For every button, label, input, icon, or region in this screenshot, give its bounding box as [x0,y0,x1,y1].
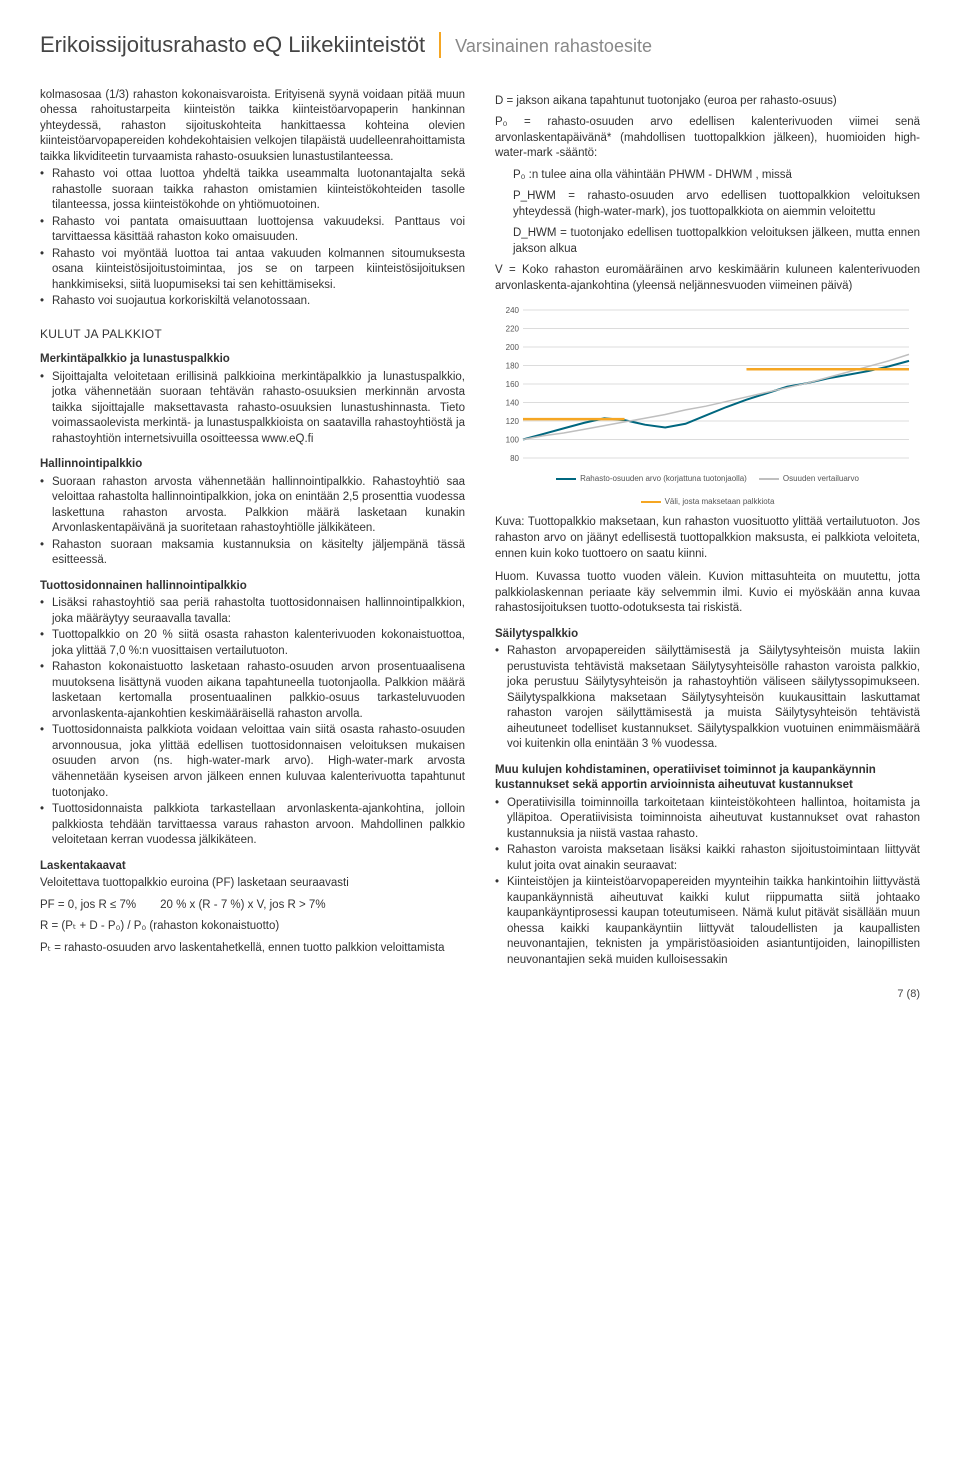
chart-caption: Kuva: Tuottopalkkio maksetaan, kun rahas… [495,515,920,562]
p0-rule: P₀ :n tulee aina olla vähintään PHWM - D… [495,168,920,184]
legend-item: Väli, josta maksetaan palkkiota [641,497,775,508]
formula-block: PF = 0, jos R ≤ 7% 20 % x (R - 7 %) x V,… [40,898,465,957]
svg-text:200: 200 [506,343,520,352]
sub-laskenta: Laskentakaavat [40,859,465,875]
legend-item: Osuuden vertailuarvo [759,474,859,485]
svg-text:180: 180 [506,362,520,371]
hallinnointi-bullets: Suoraan rahaston arvosta vähennetään hal… [40,475,465,569]
list-item: Rahasto voi suojautua korkoriskiltä vela… [40,294,465,310]
laskenta-lead: Veloitettava tuottopalkkio euroina (PF) … [40,876,465,892]
merkinta-bullets: Sijoittajalta veloitetaan erillisinä pal… [40,370,465,448]
svg-text:80: 80 [510,454,519,463]
list-item: Lisäksi rahastoyhtiö saa periä rahastolt… [40,596,465,627]
list-item: Rahaston arvopapereiden säilyttämisestä … [495,644,920,753]
list-item: Rahaston varoista maksetaan lisäksi kaik… [495,843,920,874]
list-item: Tuottosidonnaista palkkiota tarkastellaa… [40,802,465,849]
pf-formula-3: Pₜ = rahasto-osuuden arvo laskentahetkel… [40,941,465,957]
page-header: Erikoissijoitusrahasto eQ Liikekiinteist… [40,30,920,60]
list-item: Kiinteistöjen ja kiinteistöarvopapereide… [495,875,920,968]
list-item: Tuottosidonnaista palkkiota voidaan velo… [40,723,465,801]
intro-paragraph: kolmasosaa (1/3) rahaston kokonaisvarois… [40,88,465,166]
list-item: Rahasto voi myöntää luottoa tai antaa va… [40,247,465,294]
svg-text:100: 100 [506,436,520,445]
list-item: Rahaston suoraan maksamia kustannuksia o… [40,538,465,569]
pf-formula-1a: PF = 0, jos R ≤ 7% [40,898,136,914]
list-item: Tuottopalkkio on 20 % siitä osasta rahas… [40,628,465,659]
tuottosid-bullets: Lisäksi rahastoyhtiö saa periä rahastolt… [40,596,465,848]
section-kulut-heading: KULUT JA PALKKIOT [40,326,465,342]
pf-formula-1b: 20 % x (R - 7 %) x V, jos R > 7% [160,898,325,914]
list-item: Rahasto voi ottaa luottoa yhdeltä taikka… [40,167,465,214]
dhwm-definition: D_HWM = tuotonjako edellisen tuottopalkk… [495,226,920,257]
list-item: Operatiivisilla toiminnoilla tarkoitetaa… [495,796,920,843]
sailytys-bullets: Rahaston arvopapereiden säilyttämisestä … [495,644,920,753]
p0-definition: P₀ = rahasto-osuuden arvo edellisen kale… [495,115,920,162]
right-column: D = jakson aikana tapahtunut tuotonjako … [495,88,920,970]
sub-sailytys: Säilytyspalkkio [495,627,920,643]
legend-item: Rahasto-osuuden arvo (korjattuna tuotonj… [556,474,747,485]
page-number: 7 (8) [40,987,920,1002]
chart-legend: Rahasto-osuuden arvo (korjattuna tuotonj… [495,474,920,508]
header-divider [439,32,441,58]
svg-text:160: 160 [506,380,520,389]
left-column: kolmasosaa (1/3) rahaston kokonaisvarois… [40,88,465,970]
muu-bullets: Operatiivisilla toiminnoilla tarkoitetaa… [495,796,920,969]
content-columns: kolmasosaa (1/3) rahaston kokonaisvarois… [40,88,920,970]
list-item: Sijoittajalta veloitetaan erillisinä pal… [40,370,465,448]
phwm-definition: P_HWM = rahasto-osuuden arvo edellisen t… [495,189,920,220]
svg-text:140: 140 [506,399,520,408]
d-definition: D = jakson aikana tapahtunut tuotonjako … [495,94,920,110]
svg-text:220: 220 [506,325,520,334]
chart-note: Huom. Kuvassa tuotto vuoden välein. Kuvi… [495,570,920,617]
list-item: Rahasto voi pantata omaisuuttaan luottoj… [40,215,465,246]
sub-muu: Muu kulujen kohdistaminen, operatiiviset… [495,763,920,794]
header-subtitle: Varsinainen rahastoesite [455,34,652,58]
sub-hallinnointi: Hallinnointipalkkio [40,457,465,473]
list-item: Rahaston kokonaistuotto lasketaan rahast… [40,660,465,722]
svg-text:120: 120 [506,417,520,426]
sub-merkinta: Merkintäpalkkio ja lunastuspalkkio [40,352,465,368]
header-title: Erikoissijoitusrahasto eQ Liikekiinteist… [40,30,425,60]
list-item: Suoraan rahaston arvosta vähennetään hal… [40,475,465,537]
chart-svg: 80 100 120 140 160 180 200 220 240 [495,304,915,464]
svg-text:240: 240 [506,306,520,315]
sub-tuottosid: Tuottosidonnainen hallinnointipalkkio [40,579,465,595]
v-definition: V = Koko rahaston euromääräinen arvo kes… [495,263,920,294]
performance-chart: 80 100 120 140 160 180 200 220 240 Rahasto-osuud… [495,304,920,507]
intro-bullets: Rahasto voi ottaa luottoa yhdeltä taikka… [40,167,465,310]
pf-formula-2: R = (Pₜ + D - P₀) / P₀ (rahaston kokonai… [40,919,465,935]
